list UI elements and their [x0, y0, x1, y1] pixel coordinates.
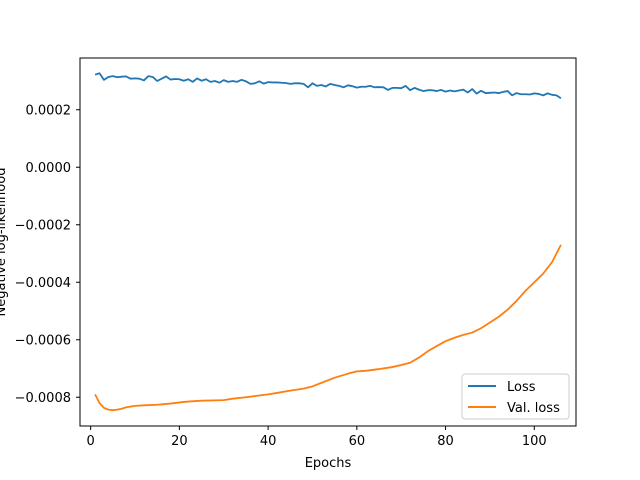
x-tick-label: 20 — [171, 434, 188, 449]
legend: Loss Val. loss — [461, 373, 570, 420]
x-axis-title: Epochs — [305, 456, 352, 471]
y-tick-label: 0.0002 — [26, 103, 72, 118]
series-line-0 — [94, 72, 562, 100]
series-line-1 — [94, 244, 562, 412]
legend-label-loss: Loss — [507, 380, 536, 395]
ticks-layer: 0 20 40 60 80 100 −0.0008 −0.0006 −0.0004 −0.0002… — [15, 103, 547, 449]
plot-frame — [79, 57, 577, 427]
x-tick-label: 100 — [522, 434, 547, 449]
x-tick-label: 80 — [437, 434, 454, 449]
y-axis-title: Negative log-likelihood — [0, 168, 9, 317]
y-tick-label: −0.0008 — [15, 391, 71, 406]
y-tick-label: −0.0004 — [15, 276, 71, 291]
y-tick-label: 0.0000 — [26, 161, 72, 176]
x-tick-label: 40 — [260, 434, 277, 449]
series-layer — [94, 72, 562, 412]
y-tick-label: −0.0002 — [15, 218, 71, 233]
y-tick-label: −0.0006 — [15, 333, 71, 348]
x-tick-label: 0 — [87, 434, 95, 449]
x-tick-label: 60 — [349, 434, 366, 449]
legend-label-val-loss: Val. loss — [507, 401, 560, 416]
